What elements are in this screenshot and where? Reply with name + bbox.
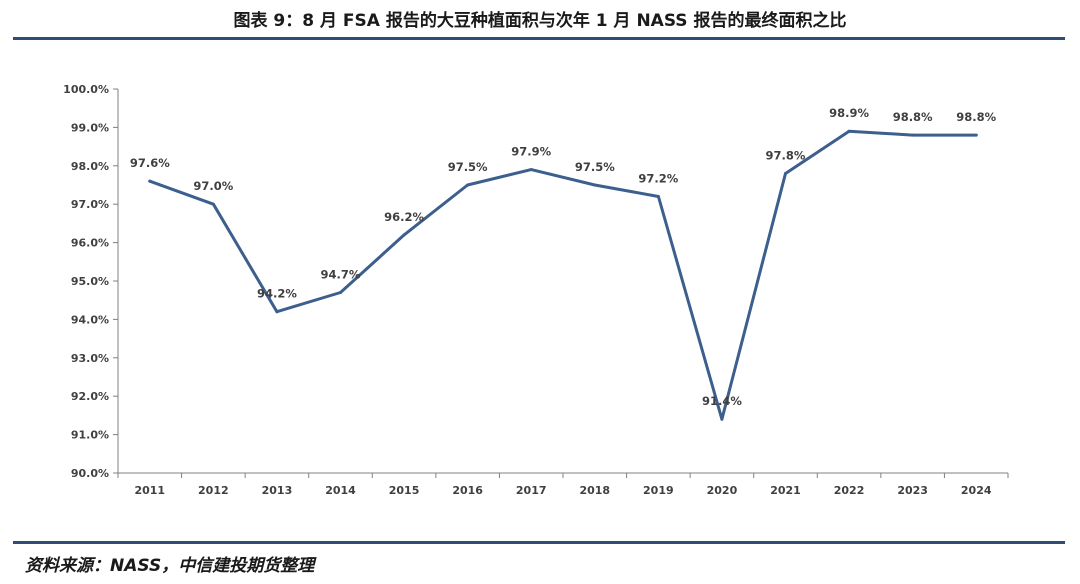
x-axis: 2011 2012 2013 2014 2015 2016 2017 2018 2019 2020… <box>117 472 1009 497</box>
data-point <box>148 179 152 183</box>
x-tick-label: 2021 <box>770 484 801 497</box>
data-point <box>275 310 279 314</box>
data-label: 98.9% <box>829 106 869 120</box>
x-tick-label: 2017 <box>516 484 547 497</box>
y-tick-label: 100.0% <box>63 83 109 96</box>
x-tick-label: 2023 <box>897 484 928 497</box>
x-tick-label: 2015 <box>389 484 420 497</box>
data-point <box>466 183 470 187</box>
data-label: 98.8% <box>956 110 996 124</box>
chart-title: 图表 9：8 月 FSA 报告的大豆种植面积与次年 1 月 NASS 报告的最终… <box>233 11 847 31</box>
x-tick-label: 2024 <box>961 484 992 497</box>
y-tick-label: 97.0% <box>71 198 109 211</box>
data-label: 97.5% <box>575 160 615 174</box>
y-axis: 90.0% 91.0% 92.0% 93.0% 94.0% 95.0% 96.0% 97.0%… <box>63 83 119 480</box>
data-label: 97.5% <box>448 160 488 174</box>
y-tick-label: 99.0% <box>71 121 109 134</box>
series-line <box>148 129 978 421</box>
data-point <box>847 129 851 133</box>
data-label: 97.2% <box>638 172 678 186</box>
x-tick-label: 2019 <box>643 484 674 497</box>
y-tick-label: 95.0% <box>71 275 109 288</box>
y-tick-label: 96.0% <box>71 237 109 250</box>
data-point <box>720 417 724 421</box>
x-tick-label: 2022 <box>834 484 865 497</box>
y-tick-label: 93.0% <box>71 352 109 365</box>
data-point <box>211 202 215 206</box>
series <box>148 129 978 421</box>
bottom-rule <box>13 541 1065 544</box>
data-label: 97.9% <box>511 145 551 159</box>
x-tick-label: 2014 <box>325 484 356 497</box>
x-tick-label: 2018 <box>579 484 610 497</box>
x-tick-label: 2013 <box>262 484 293 497</box>
x-tick-label: 2012 <box>198 484 229 497</box>
x-tick-label: 2011 <box>134 484 165 497</box>
x-tick-label: 2020 <box>707 484 738 497</box>
data-label: 97.6% <box>130 156 170 170</box>
data-point <box>593 183 597 187</box>
top-rule <box>13 37 1065 40</box>
data-point <box>911 133 915 137</box>
data-point <box>529 168 533 172</box>
x-tick-label: 2016 <box>452 484 483 497</box>
data-point <box>339 291 342 295</box>
data-point <box>974 133 978 137</box>
y-tick-label: 94.0% <box>71 313 109 326</box>
data-point <box>402 233 406 237</box>
y-tick-label: 98.0% <box>71 160 109 173</box>
data-label: 97.8% <box>766 148 806 162</box>
data-point <box>656 195 660 199</box>
data-label: 97.0% <box>193 179 233 193</box>
data-label: 94.7% <box>321 268 361 282</box>
data-label: 98.8% <box>893 110 933 124</box>
data-point <box>784 171 787 175</box>
source-note: 资料来源：NASS，中信建投期货整理 <box>25 556 315 576</box>
data-label: 91.4% <box>702 394 742 408</box>
data-label: 94.2% <box>257 287 297 301</box>
y-tick-label: 92.0% <box>71 390 109 403</box>
data-labels: 97.6% 97.0% 94.2% 94.7% 96.2% 97.5% 97.9% 97.5%… <box>130 106 997 408</box>
y-tick-label: 91.0% <box>71 429 109 442</box>
data-label: 96.2% <box>384 210 424 224</box>
y-tick-label: 90.0% <box>71 467 109 480</box>
